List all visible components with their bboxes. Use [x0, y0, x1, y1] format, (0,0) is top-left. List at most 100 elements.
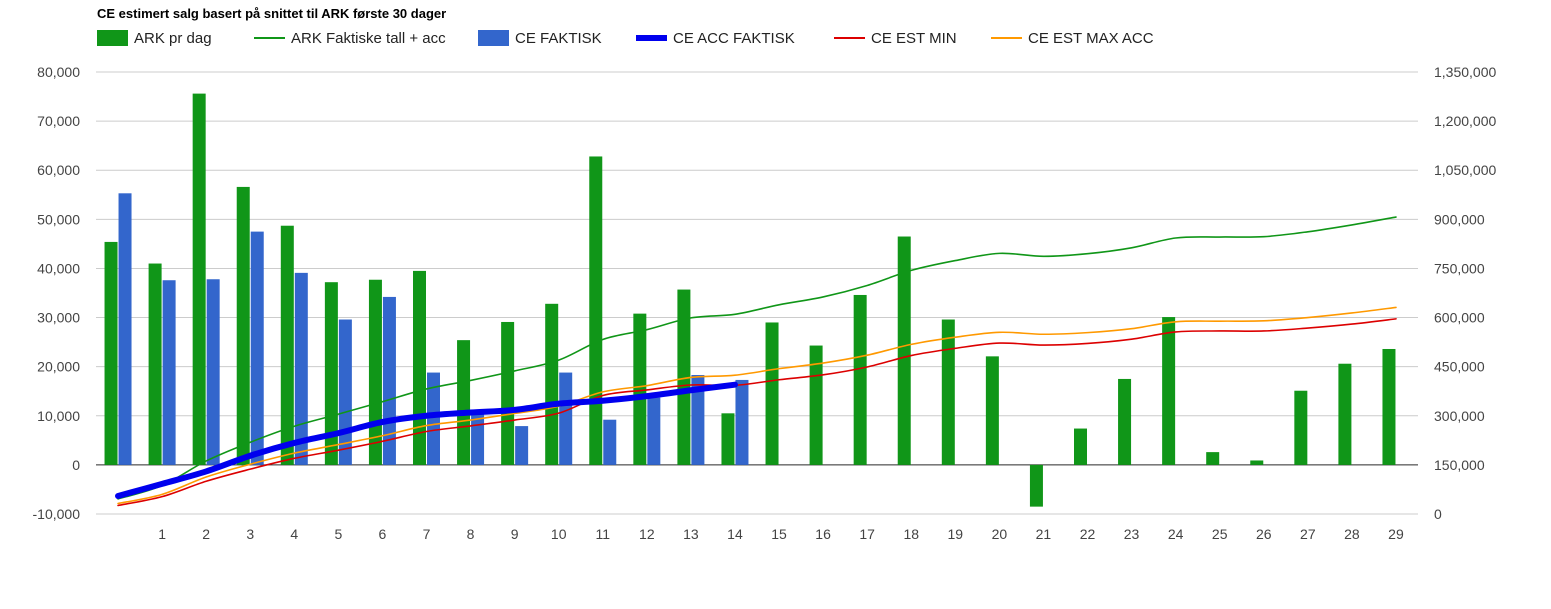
- legend-label-ce-acc-faktisk: CE ACC FAKTISK: [673, 29, 795, 47]
- bar-ark-pr-dag: [1382, 348, 1396, 465]
- bar-ark-pr-dag: [192, 93, 206, 465]
- bar-ark-pr-dag: [1029, 464, 1043, 507]
- y2-tick-label: 300,000: [1434, 408, 1485, 424]
- x-tick-label: 2: [202, 526, 210, 542]
- line-ce-est-min: [117, 318, 1397, 507]
- bar-ce-faktisk: [250, 231, 264, 465]
- bar-ark-pr-dag: [721, 413, 735, 465]
- x-tick-label: 6: [379, 526, 387, 542]
- bar-ark-pr-dag: [941, 319, 955, 465]
- bar-ark-pr-dag: [677, 289, 691, 465]
- legend-label-ce-est-min: CE EST MIN: [871, 29, 957, 47]
- legend-swatch-ce-acc-faktisk: [636, 35, 667, 41]
- x-tick-label: 27: [1300, 526, 1316, 542]
- x-tick-label: 4: [290, 526, 298, 542]
- legend-swatch-ark-faktiske: [254, 37, 285, 39]
- x-tick-label: 14: [727, 526, 743, 542]
- y2-tick-label: 1,350,000: [1434, 64, 1496, 80]
- x-tick-label: 18: [903, 526, 919, 542]
- x-tick-label: 12: [639, 526, 655, 542]
- legend-swatch-ce-faktisk: [478, 30, 509, 46]
- legend-item-ce-est-min[interactable]: CE EST MIN: [834, 28, 957, 48]
- line-ce-est-max-acc: [117, 306, 1397, 505]
- bar-ce-faktisk: [603, 419, 617, 465]
- y-tick-label: 40,000: [37, 260, 80, 276]
- bar-ark-pr-dag: [148, 263, 162, 465]
- legend-swatch-ce-est-max-acc: [991, 37, 1022, 39]
- y2-tick-label: 450,000: [1434, 359, 1485, 375]
- x-tick-label: 28: [1344, 526, 1360, 542]
- bar-ark-pr-dag: [1206, 452, 1220, 465]
- y2-tick-label: 0: [1434, 506, 1442, 522]
- bar-series-group: [104, 93, 1396, 507]
- bar-ark-pr-dag: [853, 294, 867, 465]
- y-tick-label: 10,000: [37, 408, 80, 424]
- bar-ark-pr-dag: [1162, 317, 1176, 465]
- line-ark-faktiske-tall-acc: [117, 216, 1397, 500]
- bar-ark-pr-dag: [457, 340, 471, 465]
- bar-ce-faktisk: [471, 412, 485, 465]
- y2-tick-label: 150,000: [1434, 457, 1485, 473]
- y-tick-label: 70,000: [37, 113, 80, 129]
- bar-ark-pr-dag: [368, 279, 382, 465]
- bar-ce-faktisk: [294, 272, 308, 465]
- bar-ce-faktisk: [515, 426, 529, 465]
- x-tick-label: 22: [1080, 526, 1096, 542]
- x-tick-label: 20: [992, 526, 1008, 542]
- x-tick-label: 26: [1256, 526, 1272, 542]
- legend-label-ce-faktisk: CE FAKTISK: [515, 29, 602, 47]
- y-tick-label: 60,000: [37, 162, 80, 178]
- y-tick-label: 20,000: [37, 359, 80, 375]
- x-tick-label: 9: [511, 526, 519, 542]
- bar-ark-pr-dag: [897, 236, 911, 465]
- line-ce-acc-faktisk: [115, 381, 738, 499]
- x-tick-label: 17: [859, 526, 875, 542]
- x-tick-label: 11: [595, 526, 610, 542]
- x-tick-label: 23: [1124, 526, 1140, 542]
- bar-ark-pr-dag: [1250, 460, 1264, 465]
- bar-ark-pr-dag: [413, 270, 426, 465]
- line-series-group: [115, 216, 1397, 507]
- y-tick-label: 0: [72, 457, 80, 473]
- legend-item-ark-faktiske[interactable]: ARK Faktiske tall + acc: [254, 28, 446, 48]
- legend-item-ce-est-max-acc[interactable]: CE EST MAX ACC: [991, 28, 1154, 48]
- legend-swatch-ark-pr-dag: [97, 30, 128, 46]
- x-tick-label: 24: [1168, 526, 1184, 542]
- legend-item-ce-faktisk[interactable]: CE FAKTISK: [478, 28, 602, 48]
- legend-label-ce-est-max-acc: CE EST MAX ACC: [1028, 29, 1154, 47]
- bar-ark-pr-dag: [1118, 378, 1132, 465]
- bar-ark-pr-dag: [1074, 428, 1087, 465]
- bar-ark-pr-dag: [324, 282, 338, 465]
- x-tick-label: 29: [1388, 526, 1404, 542]
- bar-ark-pr-dag: [765, 322, 779, 465]
- x-tick-label: 16: [815, 526, 831, 542]
- bar-ark-pr-dag: [633, 313, 647, 465]
- y-tick-label: 80,000: [37, 64, 80, 80]
- x-tick-label: 3: [246, 526, 254, 542]
- bar-ark-pr-dag: [589, 156, 603, 465]
- bar-ark-pr-dag: [545, 303, 559, 465]
- legend-item-ark-pr-dag[interactable]: ARK pr dag: [97, 28, 212, 48]
- x-tick-label: 13: [683, 526, 699, 542]
- y2-tick-label: 1,200,000: [1434, 113, 1496, 129]
- bar-ark-pr-dag: [501, 321, 515, 465]
- y2-tick-label: 600,000: [1434, 310, 1485, 326]
- x-tick-label: 5: [334, 526, 342, 542]
- bar-ark-pr-dag: [104, 241, 118, 465]
- x-tick-label: 25: [1212, 526, 1228, 542]
- bar-ce-faktisk: [691, 375, 705, 465]
- bar-ce-faktisk: [427, 372, 440, 465]
- x-tick-label: 19: [948, 526, 964, 542]
- x-tick-label: 7: [423, 526, 431, 542]
- axis-labels: -10,000010,00020,00030,00040,00050,00060…: [33, 64, 1497, 542]
- legend-item-ce-acc-faktisk[interactable]: CE ACC FAKTISK: [636, 28, 795, 48]
- x-tick-label: 8: [467, 526, 475, 542]
- y2-tick-label: 750,000: [1434, 260, 1485, 276]
- x-tick-label: 15: [771, 526, 787, 542]
- bar-ce-faktisk: [647, 397, 661, 465]
- bar-ark-pr-dag: [236, 186, 250, 465]
- bar-ce-faktisk: [735, 379, 749, 465]
- legend-label-ark-pr-dag: ARK pr dag: [134, 29, 212, 47]
- bar-ark-pr-dag: [985, 356, 999, 465]
